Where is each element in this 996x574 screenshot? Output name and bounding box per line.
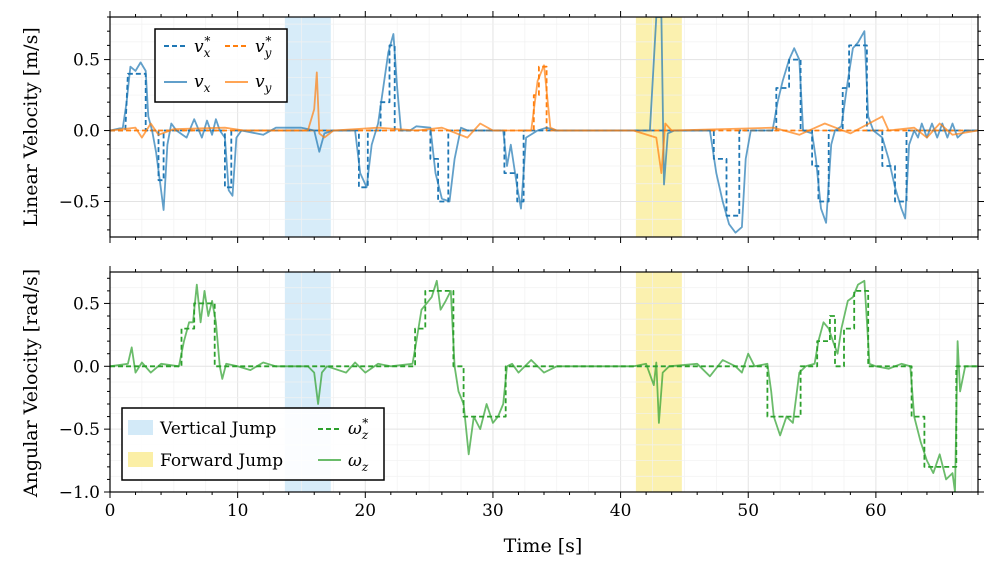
- legend-box: [121, 407, 385, 481]
- series-line-v_x: [110, 17, 978, 234]
- series-line-omega_z: [110, 279, 978, 492]
- x-tick-label: 10: [227, 501, 249, 521]
- y-tick-label: −0.5: [59, 193, 100, 213]
- x-tick-label: 30: [482, 501, 504, 521]
- top-legend: vx* vy* vx vy: [154, 28, 288, 103]
- y-tick-label: 0.5: [73, 294, 100, 314]
- x-tick-label: 60: [865, 501, 887, 521]
- legend-label-vy: vy: [255, 72, 272, 95]
- legend-label-vy-ref: vy*: [255, 34, 272, 60]
- series-line-omega_z-ref: [110, 290, 978, 468]
- x-tick-label: 0: [105, 501, 116, 521]
- legend-swatch-vertical-jump: [128, 420, 153, 435]
- legend-label-vertical-jump: Vertical Jump: [159, 419, 277, 439]
- x-tick-label: 20: [354, 501, 376, 521]
- x-tick-label: 40: [610, 501, 632, 521]
- bottom-y-axis-label: Angular Velocity [rad/s]: [20, 269, 42, 498]
- linear-velocity-panel: 0.5 0.0 −0.5 vx* vy* vx vy: [59, 11, 984, 243]
- forward-jump-band: [635, 17, 682, 237]
- y-tick-label: −0.5: [59, 420, 100, 440]
- legend-swatch-forward-jump: [128, 452, 153, 467]
- bottom-legend: Vertical Jump Forward Jump ωz* ωz: [121, 407, 385, 481]
- x-axis-label: Time [s]: [504, 535, 583, 557]
- angular-velocity-panel: 0 10 20 30 40 50 60 0.5 0.0 −0.5 −1.0 Vertical Jump…: [59, 266, 984, 521]
- y-tick-label: 0.5: [73, 51, 100, 71]
- legend-label-vx: vx: [194, 72, 211, 95]
- x-tick-label: 50: [737, 501, 759, 521]
- y-tick-label: 0.0: [73, 357, 100, 377]
- legend-label-forward-jump: Forward Jump: [160, 451, 283, 471]
- series-line-v_x-ref: [110, 44, 978, 217]
- y-tick-label: 0.0: [73, 122, 100, 142]
- legend-label-vx-ref: vx*: [194, 34, 211, 60]
- legend-label-omega: ωz: [348, 451, 369, 474]
- series-line-v_y-ref: [110, 65, 978, 132]
- y-tick-label: −1.0: [59, 483, 100, 503]
- legend-box: [154, 28, 288, 103]
- legend-label-omega-ref: ωz*: [348, 416, 369, 442]
- top-y-axis-label: Linear Velocity [m/s]: [20, 27, 42, 226]
- series-line-v_y: [110, 64, 978, 174]
